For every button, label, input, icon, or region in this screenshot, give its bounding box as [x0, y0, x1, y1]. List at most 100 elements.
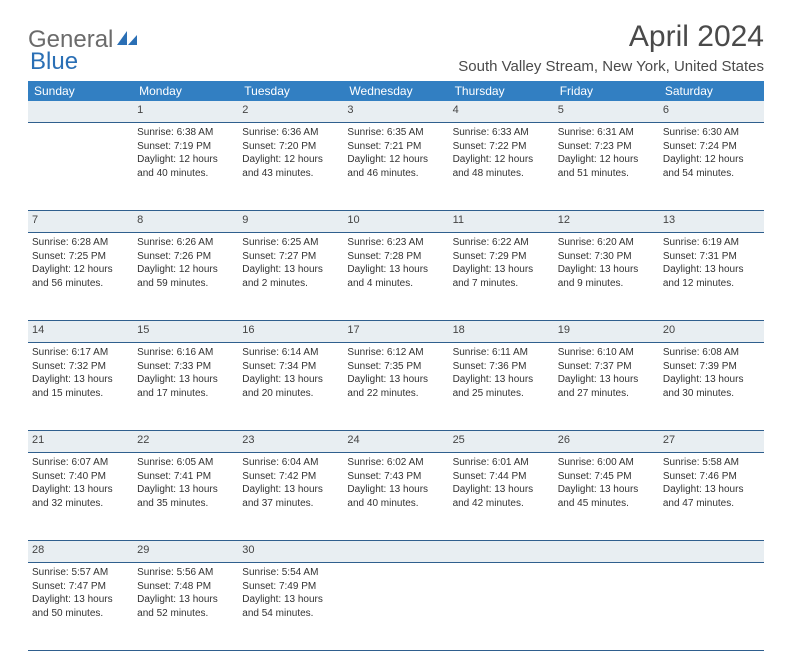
daylight-text: Daylight: 12 hours and 46 minutes.	[347, 153, 444, 180]
day-cell: Sunrise: 6:23 AMSunset: 7:28 PMDaylight:…	[343, 233, 448, 321]
sunrise-text: Sunrise: 5:56 AM	[137, 566, 234, 580]
header: General April 2024 South Valley Stream, …	[28, 20, 764, 75]
weekday-header: Thursday	[449, 81, 554, 101]
day-cell: Sunrise: 6:04 AMSunset: 7:42 PMDaylight:…	[238, 453, 343, 541]
sunrise-text: Sunrise: 6:14 AM	[242, 346, 339, 360]
sunset-text: Sunset: 7:32 PM	[32, 360, 129, 374]
day-cell: Sunrise: 6:08 AMSunset: 7:39 PMDaylight:…	[659, 343, 764, 431]
day-number: 24	[343, 431, 448, 453]
day-number: 26	[554, 431, 659, 453]
sunrise-text: Sunrise: 6:11 AM	[453, 346, 550, 360]
day-number: 1	[133, 101, 238, 123]
daylight-text: Daylight: 13 hours and 37 minutes.	[242, 483, 339, 510]
weekday-header: Tuesday	[238, 81, 343, 101]
sunset-text: Sunset: 7:31 PM	[663, 250, 760, 264]
daylight-text: Daylight: 12 hours and 54 minutes.	[663, 153, 760, 180]
week-row: Sunrise: 6:07 AMSunset: 7:40 PM Daylight:…	[28, 453, 764, 541]
daylight-text: Daylight: 13 hours and 20 minutes.	[242, 373, 339, 400]
day-cell: Sunrise: 6:26 AMSunset: 7:26 PMDaylight:…	[133, 233, 238, 321]
day-cell	[28, 123, 133, 211]
day-cell: Sunrise: 6:16 AMSunset: 7:33 PMDaylight:…	[133, 343, 238, 431]
daylight-text: Daylight: 12 hours and 59 minutes.	[137, 263, 234, 290]
sunset-text: Sunset: 7:26 PM	[137, 250, 234, 264]
daylight-text: Daylight: 13 hours and 25 minutes.	[453, 373, 550, 400]
day-cell: Sunrise: 6:14 AMSunset: 7:34 PMDaylight:…	[238, 343, 343, 431]
day-cell: Sunrise: 6:17 AMSunset: 7:32 PMDaylight:…	[28, 343, 133, 431]
day-number: 8	[133, 211, 238, 233]
day-number: 19	[554, 321, 659, 343]
sunset-text: Sunset: 7:43 PM	[347, 470, 444, 484]
day-number: 17	[343, 321, 448, 343]
weekday-header: Wednesday	[343, 81, 448, 101]
day-cell: Sunrise: 6:10 AMSunset: 7:37 PMDaylight:…	[554, 343, 659, 431]
day-number	[343, 541, 448, 563]
day-number: 10	[343, 211, 448, 233]
sunrise-text: Sunrise: 6:07 AM	[32, 456, 129, 470]
sunset-text: Sunset: 7:19 PM	[137, 140, 234, 154]
sunset-text: Sunset: 7:20 PM	[242, 140, 339, 154]
sunrise-text: Sunrise: 5:57 AM	[32, 566, 129, 580]
daylight-text: Daylight: 13 hours and 27 minutes.	[558, 373, 655, 400]
day-number: 16	[238, 321, 343, 343]
day-number: 22	[133, 431, 238, 453]
sunrise-text: Sunrise: 6:08 AM	[663, 346, 760, 360]
daylight-text: Daylight: 13 hours and 47 minutes.	[663, 483, 760, 510]
sunset-text: Sunset: 7:29 PM	[453, 250, 550, 264]
day-cell: Sunrise: 6:07 AMSunset: 7:40 PMDaylight:…	[28, 453, 133, 541]
day-cell: Sunrise: 6:30 AMSunset: 7:24 PMDaylight:…	[659, 123, 764, 211]
daylight-text: Daylight: 13 hours and 2 minutes.	[242, 263, 339, 290]
sunset-text: Sunset: 7:21 PM	[347, 140, 444, 154]
daynum-row: 282930	[28, 541, 764, 563]
sunrise-text: Sunrise: 6:04 AM	[242, 456, 339, 470]
sunset-text: Sunset: 7:48 PM	[137, 580, 234, 594]
day-cell: Sunrise: 6:12 AMSunset: 7:35 PMDaylight:…	[343, 343, 448, 431]
sunrise-text: Sunrise: 6:35 AM	[347, 126, 444, 140]
week-row: Sunrise: 5:57 AMSunset: 7:47 PMDaylight:…	[28, 563, 764, 651]
sunrise-text: Sunrise: 6:23 AM	[347, 236, 444, 250]
day-number: 12	[554, 211, 659, 233]
daylight-text: Daylight: 13 hours and 40 minutes.	[347, 483, 444, 510]
day-cell: Sunrise: 5:56 AMSunset: 7:48 PMDaylight:…	[133, 563, 238, 651]
day-cell: Sunrise: 6:35 AMSunset: 7:21 PMDaylight:…	[343, 123, 448, 211]
day-number: 13	[659, 211, 764, 233]
daylight-text: Daylight: 13 hours and 4 minutes.	[347, 263, 444, 290]
daylight-text: Daylight: 12 hours and 40 minutes.	[137, 153, 234, 180]
sunrise-text: Sunrise: 6:36 AM	[242, 126, 339, 140]
day-cell: Sunrise: 5:54 AMSunset: 7:49 PMDaylight:…	[238, 563, 343, 651]
day-number: 23	[238, 431, 343, 453]
weekday-header: Friday	[554, 81, 659, 101]
sunset-text: Sunset: 7:24 PM	[663, 140, 760, 154]
sunset-text: Sunset: 7:22 PM	[453, 140, 550, 154]
daylight-text: Daylight: 13 hours and 42 minutes.	[453, 483, 550, 510]
day-number: 29	[133, 541, 238, 563]
sunrise-text: Sunrise: 6:00 AM	[558, 456, 655, 470]
daylight-text: Daylight: 12 hours and 43 minutes.	[242, 153, 339, 180]
day-cell: Sunrise: 6:36 AMSunset: 7:20 PMDaylight:…	[238, 123, 343, 211]
sunset-text: Sunset: 7:42 PM	[242, 470, 339, 484]
day-number: 3	[343, 101, 448, 123]
logo-sail-icon	[117, 29, 139, 52]
sunrise-text: Sunrise: 6:02 AM	[347, 456, 444, 470]
daylight-text: Daylight: 12 hours and 48 minutes.	[453, 153, 550, 180]
day-number: 27	[659, 431, 764, 453]
sunrise-text: Sunrise: 6:38 AM	[137, 126, 234, 140]
sunset-text: Sunset: 7:27 PM	[242, 250, 339, 264]
day-number: 15	[133, 321, 238, 343]
day-cell: Sunrise: 5:58 AMSunset: 7:46 PMDaylight:…	[659, 453, 764, 541]
day-number: 4	[449, 101, 554, 123]
day-number: 18	[449, 321, 554, 343]
day-number: 9	[238, 211, 343, 233]
day-cell: Sunrise: 5:57 AMSunset: 7:47 PMDaylight:…	[28, 563, 133, 651]
weekday-header: Sunday	[28, 81, 133, 101]
daylight-text: Daylight: 13 hours and 35 minutes.	[137, 483, 234, 510]
sunset-text: Sunset: 7:40 PM	[32, 470, 129, 484]
sunrise-text: Sunrise: 6:31 AM	[558, 126, 655, 140]
sunset-text: Sunset: 7:35 PM	[347, 360, 444, 374]
location-text: South Valley Stream, New York, United St…	[458, 58, 764, 75]
day-number	[28, 101, 133, 123]
sunset-text: Sunset: 7:39 PM	[663, 360, 760, 374]
sunset-text: Sunset: 7:36 PM	[453, 360, 550, 374]
day-cell	[449, 563, 554, 651]
daylight-text: Daylight: 13 hours and 17 minutes.	[137, 373, 234, 400]
day-cell: Sunrise: 6:00 AMSunset: 7:45 PMDaylight:…	[554, 453, 659, 541]
